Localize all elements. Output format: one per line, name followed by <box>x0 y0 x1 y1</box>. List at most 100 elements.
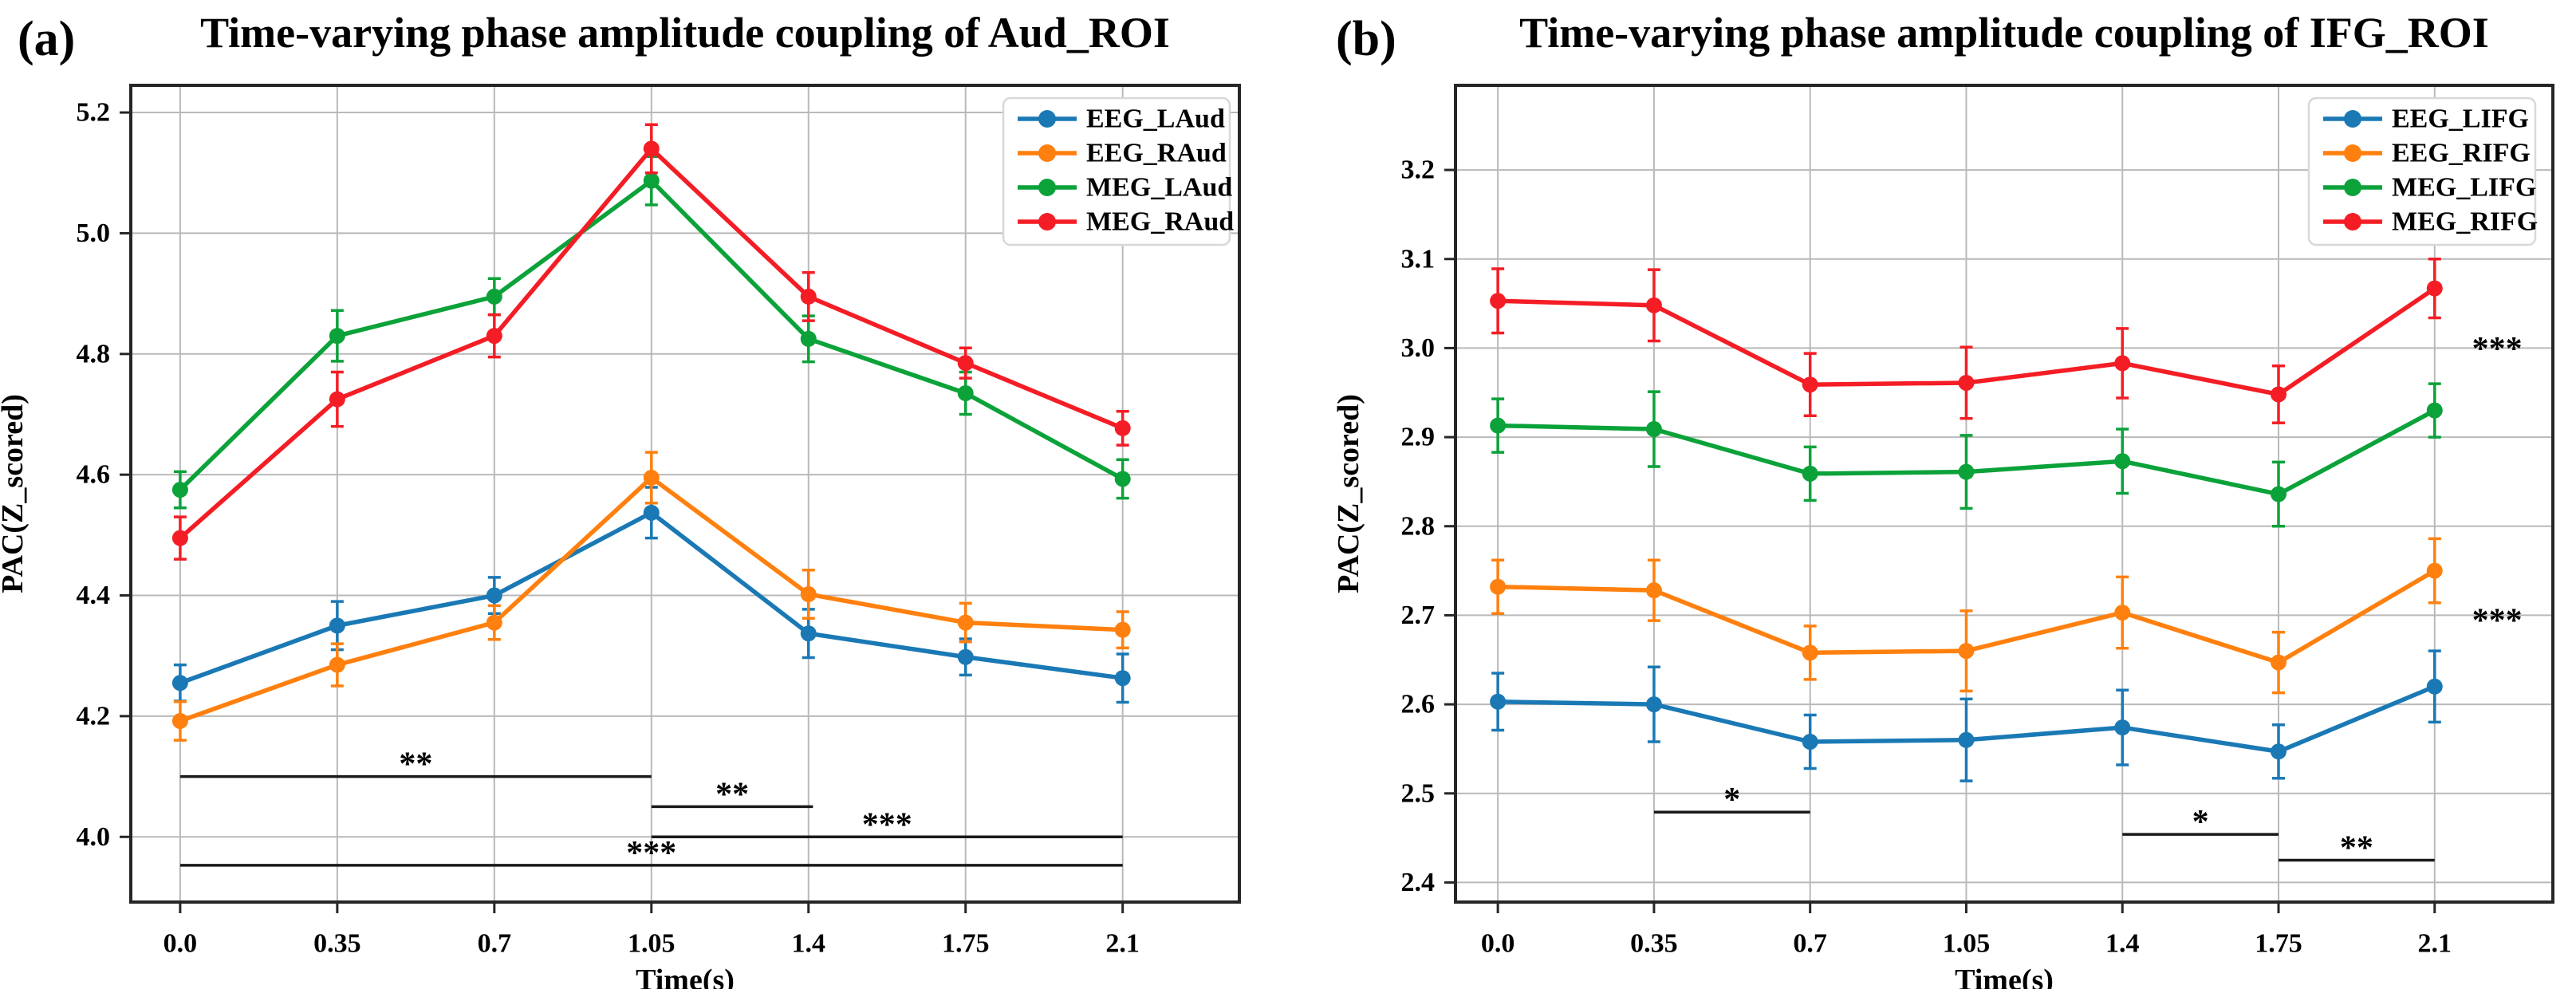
x-tick-label: 0.0 <box>1481 929 1515 959</box>
y-tick-label: 4.0 <box>77 822 111 852</box>
significance-stars: ** <box>2340 830 2373 867</box>
data-point-marker <box>329 328 345 345</box>
data-point-marker <box>1958 374 1975 391</box>
y-tick-label: 5.2 <box>77 98 111 128</box>
data-point-marker <box>1490 293 1507 309</box>
x-tick-label: 0.35 <box>1630 929 1678 959</box>
significance-stars: * <box>2192 804 2209 841</box>
data-point-marker <box>486 587 502 604</box>
y-tick-label: 2.6 <box>1401 690 1436 719</box>
data-point-marker <box>1490 578 1507 595</box>
x-tick-label: 0.7 <box>1793 929 1827 959</box>
x-tick-label: 2.1 <box>1105 929 1140 959</box>
panel-a-plot: 0.0 0.35 0.7 1.05 1.4 1.75 2.1 Time(s) 5.2 5.0 4.8… <box>0 84 1241 989</box>
panel-b-plot: 0.0 0.35 0.7 1.05 1.4 1.75 2.1 Time(s) 3.2 3.1 3.0… <box>1332 84 2554 989</box>
y-axis-label: PAC(Z_scored) <box>1332 394 1365 593</box>
panel-b-label: (b) <box>1336 12 1396 66</box>
significance-stars: *** <box>626 835 676 872</box>
legend-box <box>1002 97 1231 246</box>
series-MEG_RIFG <box>1490 258 2443 424</box>
series-EEG_LIFG <box>1490 649 2443 782</box>
panel-a-title: Time-varying phase amplitude coupling of… <box>200 9 1170 57</box>
data-point-marker <box>171 482 188 498</box>
x-tick-label: 1.05 <box>1943 929 1991 959</box>
data-point-marker <box>1114 621 1131 638</box>
y-tick-label: 3.1 <box>1401 244 1436 274</box>
data-point-marker <box>1645 696 1662 713</box>
legend-label: MEG_RIFG <box>2392 207 2538 237</box>
legend-label: MEG_RAud <box>1086 207 1234 237</box>
data-point-marker <box>643 469 660 486</box>
panel-b-title: Time-varying phase amplitude coupling of… <box>1519 9 2489 57</box>
y-tick-label: 5.0 <box>77 219 111 248</box>
data-point-marker <box>2114 355 2131 372</box>
significance-bars: **** <box>1653 782 2435 867</box>
data-point-marker <box>2271 743 2286 760</box>
legend-swatch-marker <box>1038 179 1056 196</box>
data-point-marker <box>329 617 345 634</box>
significance-stars: ** <box>399 747 432 783</box>
y-axis: 5.2 5.0 4.8 4.6 4.4 4.2 4.0 PAC(Z_scored) <box>0 98 131 852</box>
data-point-marker <box>1958 463 1975 480</box>
data-point-marker <box>957 648 974 665</box>
x-tick-label: 1.05 <box>628 929 676 959</box>
significance-bars: ********** <box>179 747 1123 872</box>
y-tick-label: 4.6 <box>77 460 111 490</box>
data-point-marker <box>1114 670 1131 687</box>
data-point-marker <box>1802 733 1818 750</box>
legend-label: EEG_RAud <box>1086 139 1227 168</box>
data-point-marker <box>800 586 817 603</box>
legend-box <box>2307 97 2537 246</box>
data-point-marker <box>1645 297 1662 313</box>
data-point-marker <box>486 288 502 305</box>
data-point-marker <box>957 355 974 372</box>
y-axis: 3.2 3.1 3.0 2.9 2.8 2.7 2.6 2.5 2.4 PAC(Z_scored) <box>1332 156 1455 897</box>
data-point-marker <box>800 330 817 347</box>
significance-stars: * <box>1723 782 1740 818</box>
data-point-marker <box>1958 643 1975 660</box>
data-point-marker <box>1114 420 1131 436</box>
data-point-marker <box>1490 693 1507 710</box>
data-point-marker <box>2426 280 2443 297</box>
legend-swatch-marker <box>2344 110 2361 128</box>
plot-frame <box>129 84 1241 904</box>
data-point-marker <box>171 530 188 546</box>
legend-swatch-marker <box>2344 179 2361 196</box>
y-tick-label: 2.9 <box>1401 423 1436 452</box>
legend-swatch-marker <box>1038 144 1056 162</box>
x-tick-label: 1.75 <box>2255 929 2302 959</box>
data-point-marker <box>171 675 188 692</box>
annotation-stars: *** <box>2472 331 2523 368</box>
data-point-marker <box>2114 719 2131 736</box>
y-tick-label: 2.5 <box>1401 778 1436 808</box>
data-point-marker <box>329 656 345 673</box>
x-tick-label: 1.75 <box>942 929 990 959</box>
series-MEG_LIFG <box>1490 382 2443 528</box>
data-point-marker <box>329 391 345 408</box>
data-point-marker <box>1802 465 1818 482</box>
data-point-marker <box>2426 678 2443 695</box>
data-point-marker <box>1490 417 1507 434</box>
legend-swatch-marker <box>1038 110 1056 128</box>
series-MEG_LAud <box>171 155 1131 510</box>
data-point-marker <box>2114 605 2131 621</box>
annotations: *** *** <box>2472 331 2523 640</box>
data-point-marker <box>486 614 502 631</box>
x-tick-label: 2.1 <box>2418 929 2452 959</box>
panel-b: (b) Time-varying phase amplitude couplin… <box>1288 0 2576 989</box>
data-point-marker <box>1645 421 1662 438</box>
data-point-marker <box>1114 471 1131 487</box>
legend-swatch-marker <box>2344 213 2361 231</box>
y-axis-label: PAC(Z_scored) <box>0 394 30 593</box>
data-point-marker <box>171 712 188 729</box>
x-axis: 0.0 0.35 0.7 1.05 1.4 1.75 2.1 Time(s) <box>1481 902 2452 989</box>
data-point-marker <box>957 614 974 631</box>
data-point-marker <box>800 625 817 642</box>
x-axis: 0.0 0.35 0.7 1.05 1.4 1.75 2.1 Time(s) <box>163 902 1140 989</box>
series-EEG_LAud <box>171 486 1131 704</box>
y-tick-label: 4.2 <box>77 701 111 731</box>
data-point-marker <box>1645 582 1662 599</box>
x-tick-label: 1.4 <box>2105 929 2140 959</box>
data-point-marker <box>2271 654 2286 671</box>
